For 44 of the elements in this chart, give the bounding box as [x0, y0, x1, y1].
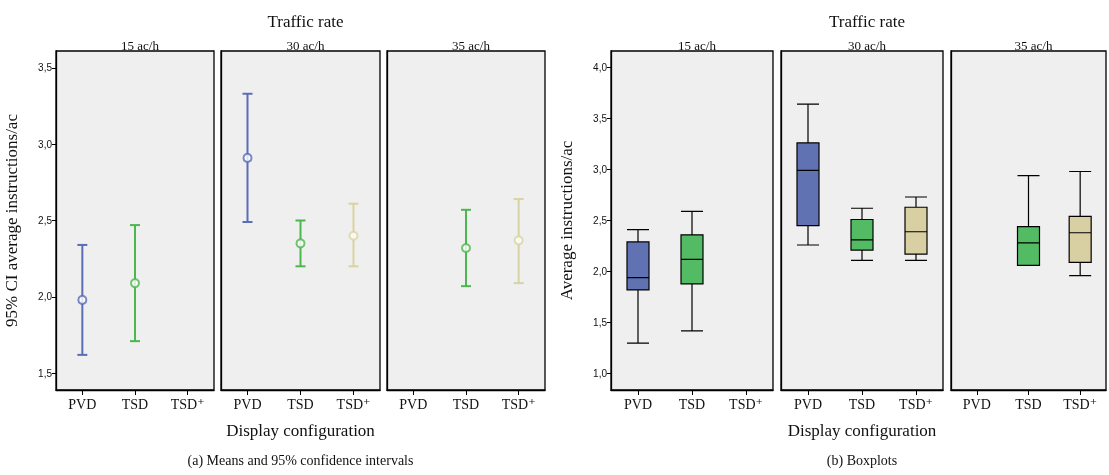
text: (a) Means and 95% confidence intervals	[187, 452, 414, 469]
y-tick-label: 1,5	[38, 367, 53, 379]
x-tick-label: TSD⁺	[729, 396, 763, 412]
chart-subtitle: 15 ac/h	[678, 38, 717, 53]
chart-title: Traffic rate	[828, 12, 906, 31]
x-tick-label: PVD	[793, 396, 823, 412]
chart-title: Traffic rate	[267, 12, 344, 31]
x-tick-label: PVD	[233, 396, 262, 412]
x-tick-label: PVD	[623, 396, 653, 412]
x-tick-label: TSD⁺	[899, 396, 933, 412]
y-tick-label: 2,5	[38, 215, 53, 226]
x-tick-label: TSD	[452, 396, 480, 412]
x-tick-label: TSD	[121, 396, 149, 412]
chart-subtitle: 30 ac/h	[286, 38, 325, 53]
y-tick-label: 1,0	[593, 368, 608, 380]
x-tick-label: TSD	[287, 396, 314, 412]
x-tick-label: TSD⁺	[501, 396, 536, 412]
y-tick-label: 3,0	[593, 163, 608, 175]
x-tick-label: TSD⁺	[1063, 396, 1098, 412]
y-tick-label: 2,0	[593, 266, 608, 278]
x-tick-label: TSD⁺	[170, 396, 205, 412]
x-tick-label: TSD	[1015, 396, 1042, 412]
chart-subtitle: 35 ac/h	[1014, 38, 1053, 53]
y-tick-label: 4,0	[593, 61, 608, 73]
text: (b) Boxplots	[826, 452, 898, 469]
y-axis-title: Average instructions/ac	[557, 140, 576, 301]
y-tick-label: 2,0	[38, 291, 53, 303]
chart-subtitle: 30 ac/h	[848, 38, 887, 53]
x-tick-label: TSD⁺	[336, 396, 371, 412]
x-axis-title: Display configuration	[226, 421, 376, 440]
y-axis-title: 95% CI average instructions/ac	[2, 113, 21, 327]
chart-subtitle: 15 ac/h	[121, 38, 160, 53]
x-axis-title: Display configuration	[787, 421, 937, 440]
y-tick-label: 3,5	[593, 112, 608, 124]
x-tick-label: PVD	[399, 396, 428, 412]
x-tick-label: PVD	[68, 396, 97, 412]
y-tick-label: 3,5	[38, 62, 53, 74]
y-tick-label: 2,5	[593, 215, 608, 226]
y-tick-label: 1,5	[593, 317, 608, 329]
x-tick-label: PVD	[962, 396, 991, 412]
x-tick-label: TSD	[678, 396, 706, 412]
chart-subtitle: 35 ac/h	[452, 38, 491, 53]
x-tick-label: TSD	[848, 396, 876, 412]
y-tick-label: 3,0	[38, 138, 53, 150]
